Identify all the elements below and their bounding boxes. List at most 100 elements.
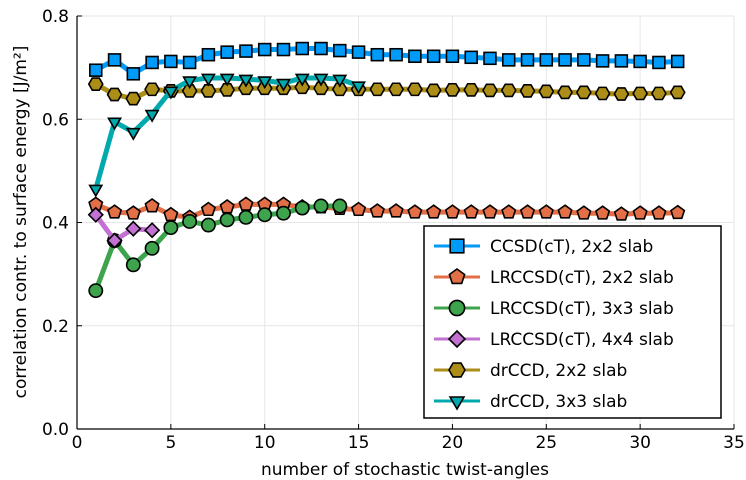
data-point bbox=[425, 83, 442, 98]
data-point bbox=[145, 55, 159, 70]
data-point bbox=[219, 199, 235, 214]
x-tick-label: 0 bbox=[72, 433, 83, 453]
legend-label: LRCCSD(cT), 2x2 slab bbox=[490, 268, 674, 288]
data-point bbox=[520, 53, 535, 67]
data-point bbox=[426, 49, 441, 64]
data-point bbox=[107, 53, 122, 67]
data-point bbox=[463, 204, 479, 219]
data-point bbox=[538, 84, 555, 99]
x-tick-label: 30 bbox=[629, 433, 651, 453]
data-point bbox=[200, 201, 217, 217]
data-point bbox=[106, 87, 123, 102]
data-point bbox=[182, 214, 198, 229]
data-point bbox=[200, 217, 216, 233]
data-point bbox=[125, 257, 141, 273]
data-point bbox=[669, 85, 686, 100]
data-point bbox=[238, 209, 254, 225]
data-point bbox=[314, 41, 328, 56]
y-tick-label: 0.0 bbox=[42, 420, 69, 440]
series-2 bbox=[88, 198, 348, 299]
data-point bbox=[632, 205, 648, 220]
data-point bbox=[670, 54, 685, 69]
data-point bbox=[163, 86, 179, 100]
series-0 bbox=[89, 41, 685, 81]
data-point bbox=[276, 42, 291, 57]
data-point bbox=[558, 53, 572, 67]
data-point bbox=[294, 80, 311, 95]
legend-item: LRCCSD(cT), 3x3 slab bbox=[434, 299, 674, 319]
data-point bbox=[652, 55, 666, 70]
data-point bbox=[482, 204, 498, 219]
y-tick-label: 0.6 bbox=[42, 110, 69, 130]
legend-label: drCCD, 2x2 slab bbox=[490, 361, 627, 381]
data-point bbox=[389, 47, 403, 62]
data-point bbox=[408, 49, 422, 64]
data-point bbox=[182, 76, 198, 90]
x-tick-label: 35 bbox=[723, 433, 745, 453]
data-point bbox=[613, 206, 629, 221]
data-point bbox=[557, 204, 573, 219]
data-point bbox=[181, 83, 198, 98]
legend-marker bbox=[448, 299, 466, 317]
x-tick-label: 25 bbox=[535, 433, 557, 453]
series-5 bbox=[88, 73, 367, 198]
data-point bbox=[313, 81, 329, 96]
data-point bbox=[257, 76, 273, 90]
data-point bbox=[539, 53, 554, 67]
series-4 bbox=[87, 77, 686, 106]
data-point bbox=[501, 53, 516, 67]
data-point bbox=[276, 205, 291, 221]
legend: CCSD(cT), 2x2 slab LRCCSD(cT), 2x2 slab LR… bbox=[423, 225, 722, 419]
data-point bbox=[219, 73, 235, 87]
data-point bbox=[538, 204, 554, 219]
data-point bbox=[483, 51, 497, 66]
data-point bbox=[444, 204, 461, 219]
x-tick-label: 15 bbox=[348, 433, 370, 453]
data-point bbox=[613, 87, 630, 101]
legend-box bbox=[423, 225, 722, 419]
data-point bbox=[125, 127, 141, 141]
x-tick-label: 5 bbox=[165, 433, 176, 453]
data-point bbox=[633, 54, 647, 69]
data-point bbox=[575, 85, 592, 100]
data-point bbox=[294, 73, 310, 87]
data-point bbox=[201, 47, 216, 62]
data-point bbox=[295, 41, 310, 56]
data-point bbox=[219, 82, 236, 97]
data-point bbox=[164, 54, 178, 69]
data-point bbox=[87, 206, 104, 223]
data-point bbox=[500, 83, 517, 98]
data-point bbox=[294, 200, 310, 216]
legend-label: CCSD(cT), 2x2 slab bbox=[490, 237, 653, 257]
y-axis-label: correlation contr. to surface energy [J/… bbox=[11, 46, 31, 399]
data-point bbox=[370, 47, 385, 62]
data-point bbox=[239, 44, 253, 58]
data-point bbox=[463, 82, 480, 97]
data-point bbox=[87, 77, 104, 92]
y-tick-label: 0.2 bbox=[42, 317, 69, 337]
data-point bbox=[388, 82, 405, 97]
legend-marker bbox=[448, 396, 466, 411]
data-point bbox=[125, 91, 142, 106]
data-point bbox=[88, 184, 104, 198]
legend-item: drCCD, 3x3 slab bbox=[434, 392, 627, 412]
data-point bbox=[238, 196, 254, 211]
x-tick-label: 20 bbox=[442, 433, 464, 453]
legend-label: drCCD, 3x3 slab bbox=[490, 392, 627, 412]
data-point bbox=[313, 73, 329, 87]
data-point bbox=[125, 220, 142, 237]
data-point bbox=[614, 54, 629, 68]
data-point bbox=[406, 82, 423, 97]
data-point bbox=[332, 198, 348, 214]
data-point bbox=[238, 74, 254, 88]
data-point bbox=[125, 205, 141, 220]
x-tick-label: 10 bbox=[254, 433, 276, 453]
data-point bbox=[182, 55, 197, 70]
data-point bbox=[257, 207, 273, 223]
legend-item: drCCD, 2x2 slab bbox=[434, 361, 627, 381]
data-point bbox=[163, 206, 179, 222]
data-point bbox=[519, 204, 536, 219]
data-point bbox=[557, 85, 573, 100]
data-point bbox=[238, 81, 254, 96]
